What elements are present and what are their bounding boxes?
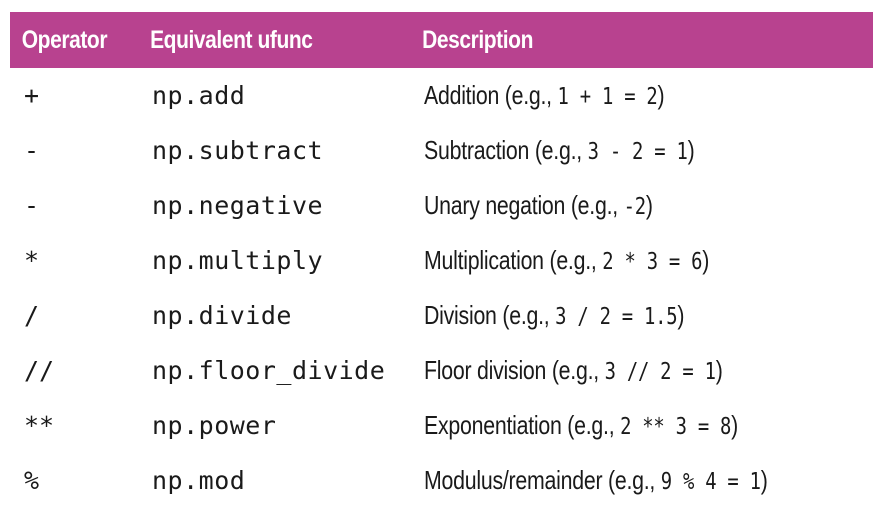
operator-cell: *: [24, 246, 40, 275]
description-cell: Exponentiation (e.g., 2 ** 3 = 8): [412, 398, 873, 453]
description-close: ): [645, 190, 653, 220]
description-cell: Modulus/remainder (e.g., 9 % 4 = 1): [412, 453, 873, 508]
example-code: 1 + 1 = 2: [557, 84, 658, 110]
description-close: ): [731, 410, 739, 440]
operator-cell: -: [24, 191, 40, 220]
example-code: 3 / 2 = 1.5: [555, 304, 678, 330]
operator-table-container: Operator Equivalent ufunc Description + …: [10, 12, 873, 508]
ufunc-cell: np.subtract: [152, 136, 324, 165]
description-text: Addition (e.g.,: [424, 80, 558, 110]
description-close: ): [677, 300, 685, 330]
operator-cell: /: [24, 301, 40, 330]
description-close: ): [702, 245, 710, 275]
operator-cell: **: [24, 411, 55, 440]
ufunc-cell: np.power: [152, 411, 277, 440]
example-code: -2: [623, 194, 646, 220]
description-text: Subtraction (e.g.,: [424, 135, 588, 165]
example-code: 2 * 3 = 6: [602, 249, 703, 275]
description-close: ): [657, 80, 665, 110]
operator-cell: %: [24, 466, 40, 495]
table-row: - np.negative Unary negation (e.g., -2): [10, 178, 873, 233]
table-row: ** np.power Exponentiation (e.g., 2 ** 3…: [10, 398, 873, 453]
operator-ufunc-table: Operator Equivalent ufunc Description + …: [10, 12, 873, 508]
example-code: 2 ** 3 = 8: [620, 414, 732, 440]
description-text: Exponentiation (e.g.,: [424, 410, 621, 440]
ufunc-cell: np.multiply: [152, 246, 324, 275]
description-text: Modulus/remainder (e.g.,: [424, 465, 661, 495]
description-cell: Multiplication (e.g., 2 * 3 = 6): [412, 233, 873, 288]
description-text: Unary negation (e.g.,: [424, 190, 624, 220]
table-row: * np.multiply Multiplication (e.g., 2 * …: [10, 233, 873, 288]
header-row: Operator Equivalent ufunc Description: [10, 12, 873, 68]
table-row: % np.mod Modulus/remainder (e.g., 9 % 4 …: [10, 453, 873, 508]
table-body: + np.add Addition (e.g., 1 + 1 = 2) - np…: [10, 68, 873, 508]
description-close: ): [760, 465, 768, 495]
description-cell: Unary negation (e.g., -2): [412, 178, 873, 233]
ufunc-cell: np.floor_divide: [152, 356, 386, 385]
description-cell: Addition (e.g., 1 + 1 = 2): [412, 68, 873, 123]
ufunc-cell: np.mod: [152, 466, 246, 495]
description-text: Floor division (e.g.,: [424, 355, 605, 385]
table-row: + np.add Addition (e.g., 1 + 1 = 2): [10, 68, 873, 123]
description-close: ): [687, 135, 695, 165]
description-text: Division (e.g.,: [424, 300, 556, 330]
ufunc-cell: np.add: [152, 81, 246, 110]
example-code: 9 % 4 = 1: [660, 469, 761, 495]
description-close: ): [715, 355, 723, 385]
example-code: 3 - 2 = 1: [587, 139, 688, 165]
description-cell: Floor division (e.g., 3 // 2 = 1): [412, 343, 873, 398]
example-code: 3 // 2 = 1: [604, 359, 716, 385]
header-description: Description: [422, 25, 533, 54]
ufunc-cell: np.negative: [152, 191, 324, 220]
description-cell: Subtraction (e.g., 3 - 2 = 1): [412, 123, 873, 178]
description-text: Multiplication (e.g.,: [424, 245, 603, 275]
operator-cell: +: [24, 81, 40, 110]
header-equivalent-ufunc: Equivalent ufunc: [150, 25, 313, 54]
header-operator: Operator: [21, 25, 108, 54]
table-row: - np.subtract Subtraction (e.g., 3 - 2 =…: [10, 123, 873, 178]
table-row: // np.floor_divide Floor division (e.g.,…: [10, 343, 873, 398]
operator-cell: -: [24, 136, 40, 165]
description-cell: Division (e.g., 3 / 2 = 1.5): [412, 288, 873, 343]
ufunc-cell: np.divide: [152, 301, 292, 330]
table-row: / np.divide Division (e.g., 3 / 2 = 1.5): [10, 288, 873, 343]
operator-cell: //: [24, 356, 55, 385]
table-header: Operator Equivalent ufunc Description: [10, 12, 873, 68]
